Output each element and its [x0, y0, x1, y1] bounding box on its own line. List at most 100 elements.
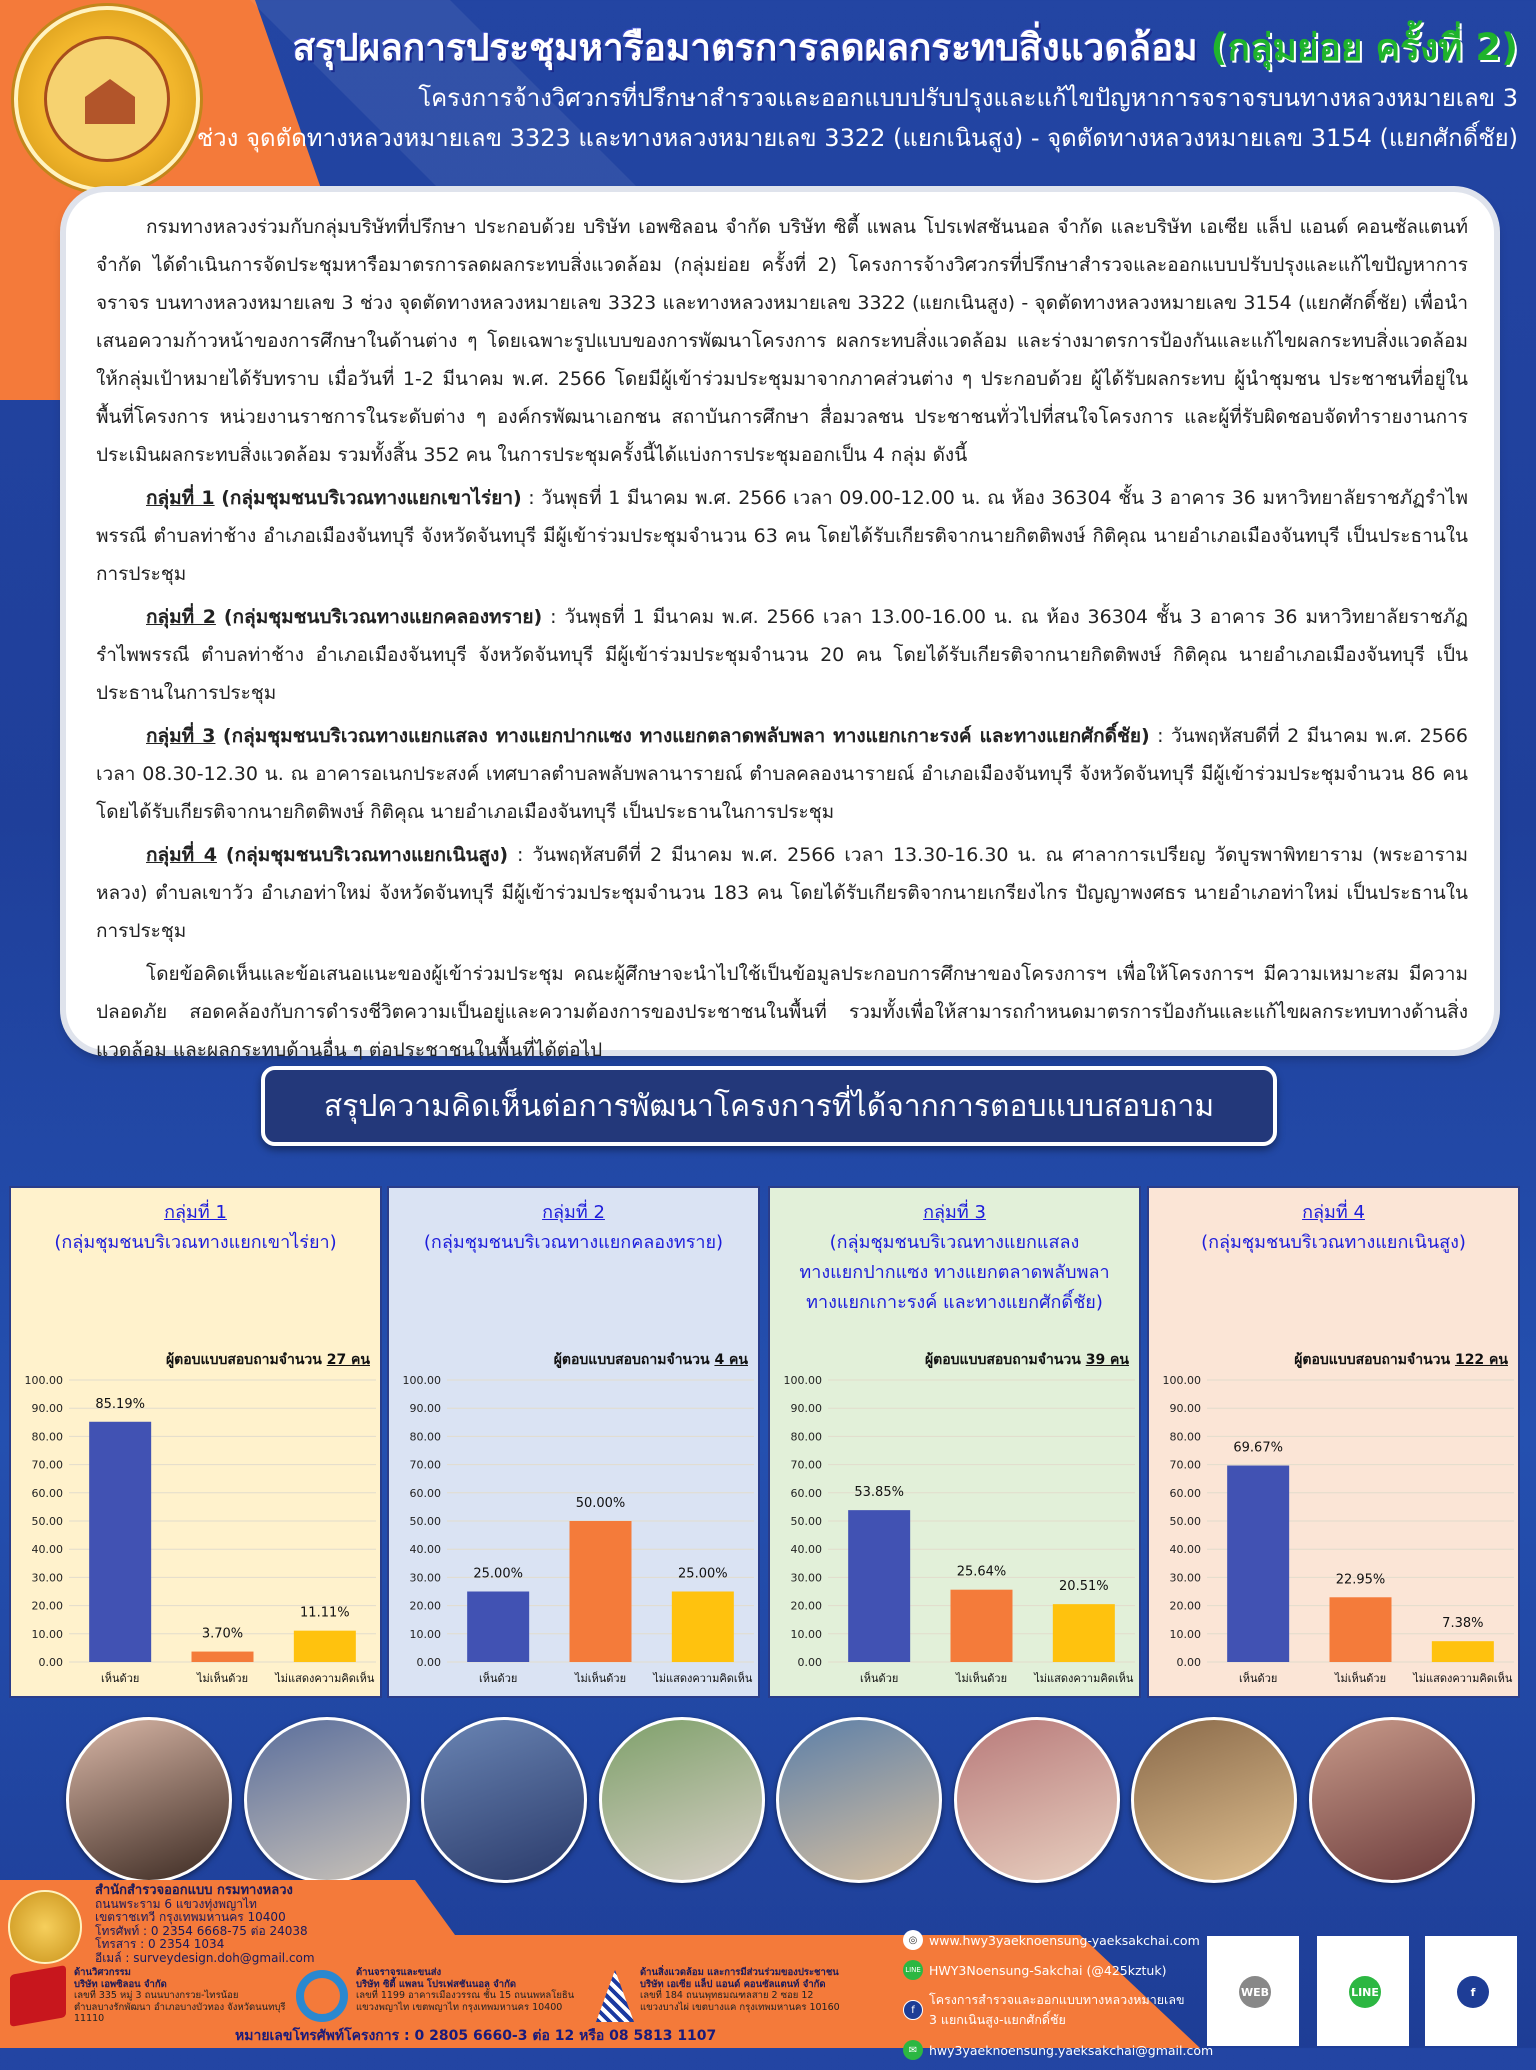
chart-header: กลุ่มที่ 4 (กลุ่มชุมชนบริเวณทางแยกเนินสูง…	[1149, 1198, 1518, 1258]
company-asia-lab: ด้านสิ่งแวดล้อม และการมีส่วนร่วมของประชา…	[640, 1967, 896, 2013]
subtitle-2: ช่วง จุดตัดทางหลวงหมายเลข 3323 และทางหลว…	[196, 124, 1518, 152]
group-name: (กลุ่มชุมชนบริเวณทางแยกเขาไร่ยา)	[221, 487, 522, 509]
group-label: กลุ่มที่ 2	[146, 606, 216, 628]
contact-line[interactable]: LINE HWY3Noensung-Sakchai (@425kztuk)	[903, 1960, 1213, 1980]
bar-3	[671, 1591, 734, 1662]
y-tick-label: 0.00	[798, 1656, 823, 1669]
group-text: : วันพุธที่ 1 มีนาคม พ.ศ. 2566 เวลา 13.0…	[96, 606, 1468, 704]
y-tick-label: 60.00	[1170, 1487, 1202, 1500]
globe-icon: ◎	[903, 1930, 923, 1950]
meeting-photo	[1308, 1717, 1475, 1883]
group-name: (กลุ่มชุมชนบริเวณทางแยกแสลง ทางแยกปากแซง…	[222, 725, 1150, 747]
contact-facebook[interactable]: f โครงการสำรวจและออกแบบทางหลวงหมายเลข 3 แ…	[903, 1990, 1213, 2030]
contact-text: โครงการสำรวจและออกแบบทางหลวงหมายเลข 3 แย…	[929, 1992, 1185, 2027]
bar-1	[89, 1421, 152, 1662]
facebook-qr-code[interactable]: f	[1425, 1936, 1517, 2046]
bar-3	[1431, 1641, 1494, 1662]
office-name: สำนักสำรวจออกแบบ กรมทางหลวง	[95, 1883, 293, 1898]
website-qr-code[interactable]: WEB	[1207, 1936, 1299, 2046]
y-tick-label: 100.00	[25, 1374, 64, 1387]
y-tick-label: 10.00	[410, 1628, 442, 1641]
chart-title: กลุ่มที่ 2	[542, 1202, 605, 1223]
company-name: บริษัท ซิตี้ แพลน โปรเฟสชันนอล จำกัด	[356, 1978, 516, 1990]
y-tick-label: 30.00	[410, 1571, 442, 1584]
y-tick-label: 100.00	[403, 1374, 442, 1387]
y-tick-label: 20.00	[32, 1600, 64, 1613]
epsilon-logo	[10, 1965, 66, 2027]
chart-panel-group-4: กลุ่มที่ 4 (กลุ่มชุมชนบริเวณทางแยกเนินสูง…	[1147, 1186, 1520, 1698]
data-label: 69.67%	[1233, 1441, 1283, 1456]
office-line: ถนนพระราม 6 แขวงทุ่งพญาไท	[95, 1896, 257, 1911]
office-address: สำนักสำรวจออกแบบ กรมทางหลวง ถนนพระราม 6 …	[95, 1884, 315, 1965]
y-tick-label: 60.00	[791, 1487, 823, 1500]
y-tick-label: 40.00	[1170, 1543, 1202, 1556]
company-address: ตำบลบางรักพัฒนา อำเภอบางบัวทอง จังหวัดนน…	[74, 2001, 286, 2025]
y-tick-label: 80.00	[410, 1430, 442, 1443]
meeting-photo	[421, 1717, 587, 1883]
chart-panel-group-3: กลุ่มที่ 3 (กลุ่มชุมชนบริเวณทางแยกแสลง ทาง…	[768, 1186, 1141, 1698]
y-tick-label: 20.00	[410, 1600, 442, 1613]
company-address: เลขที่ 335 หมู่ 3 ถนนบางกรวย-ไทรน้อย	[74, 1990, 239, 2001]
y-tick-label: 60.00	[410, 1487, 442, 1500]
bar-3	[1052, 1604, 1115, 1662]
chart-subtitle: ทางแยกเกาะรงค์ และทางแยกศักดิ์ชัย)	[806, 1292, 1103, 1313]
bar-2	[191, 1651, 254, 1662]
y-tick-label: 70.00	[32, 1459, 64, 1472]
company-address: เลขที่ 184 ถนนพุทธมณฑลสาย 2 ซอย 12	[640, 1990, 814, 2001]
y-tick-label: 80.00	[1170, 1430, 1202, 1443]
company-address: แขวงบางไผ่ เขตบางแค กรุงเทพมหานคร 10160	[640, 2001, 840, 2013]
chart-header: กลุ่มที่ 1 (กลุ่มชุมชนบริเวณทางแยกเขาไร่ย…	[11, 1198, 380, 1258]
data-label: 11.11%	[300, 1606, 350, 1621]
y-tick-label: 10.00	[1170, 1628, 1202, 1641]
company-name: บริษัท เอพซิลอน จำกัด	[74, 1978, 167, 1990]
data-label: 22.95%	[1336, 1572, 1386, 1587]
x-tick-label: เห็นด้วย	[1239, 1671, 1277, 1685]
x-tick-label: ไม่แสดงความคิดเห็น	[1412, 1671, 1513, 1685]
y-tick-label: 20.00	[791, 1600, 823, 1613]
group-1-paragraph: กลุ่มที่ 1 (กลุ่มชุมชนบริเวณทางแยกเขาไร่…	[96, 479, 1468, 593]
mail-icon: ✉	[903, 2040, 923, 2060]
office-line: เขตราชเทวี กรุงเทพมหานคร 10400	[95, 1910, 286, 1924]
bar-3	[293, 1630, 356, 1662]
y-tick-label: 40.00	[410, 1543, 442, 1556]
y-tick-label: 40.00	[791, 1543, 823, 1556]
respondent-number: 4 คน	[714, 1352, 748, 1368]
respondent-label: ผู้ตอบแบบสอบถามจำนวน	[553, 1352, 710, 1368]
data-label: 20.51%	[1059, 1579, 1109, 1594]
group-name: (กลุ่มชุมชนบริเวณทางแยกเนินสูง)	[225, 844, 509, 866]
contact-list: ◎ www.hwy3yaeknoensung-yaeksakchai.com LI…	[903, 1930, 1213, 2070]
y-tick-label: 50.00	[791, 1515, 823, 1528]
footer-doh-logo	[8, 1890, 82, 1964]
y-tick-label: 70.00	[791, 1459, 823, 1472]
y-tick-label: 50.00	[1170, 1515, 1202, 1528]
office-line: โทรศัพท์ : 0 2354 6668-75 ต่อ 24038	[95, 1923, 308, 1938]
meeting-photo	[776, 1717, 942, 1883]
y-tick-label: 40.00	[32, 1543, 64, 1556]
data-label: 53.85%	[854, 1485, 904, 1500]
x-tick-label: ไม่เห็นด้วย	[196, 1671, 248, 1685]
qr-center-label: WEB	[1239, 1976, 1271, 2008]
y-tick-label: 90.00	[32, 1402, 64, 1415]
respondent-number: 27 คน	[326, 1352, 370, 1368]
contact-email[interactable]: ✉ hwy3yaeknoensung.yaeksakchai@gmail.com	[903, 2040, 1213, 2060]
chart-subtitle: (กลุ่มชุมชนบริเวณทางแยกเนินสูง)	[1201, 1232, 1466, 1253]
y-tick-label: 70.00	[1170, 1459, 1202, 1472]
bar-chart: 0.00 10.00 20.00 30.00 40.00 50.00 60.00 70.00 8…	[784, 1374, 1135, 1685]
contact-website[interactable]: ◎ www.hwy3yaeknoensung-yaeksakchai.com	[903, 1930, 1213, 1950]
data-label: 25.00%	[678, 1567, 728, 1582]
y-tick-label: 30.00	[791, 1571, 823, 1584]
chart-subtitle: (กลุ่มชุมชนบริเวณทางแยกคลองทราย)	[423, 1232, 724, 1253]
x-tick-label: ไม่แสดงความคิดเห็น	[274, 1671, 375, 1685]
meeting-photo	[66, 1717, 232, 1883]
line-qr-code[interactable]: LINE	[1317, 1936, 1409, 2046]
y-tick-label: 0.00	[1177, 1656, 1202, 1669]
group-3-paragraph: กลุ่มที่ 3 (กลุ่มชุมชนบริเวณทางแยกแสลง ท…	[96, 717, 1468, 831]
company-role: ด้านจราจรและขนส่ง	[356, 1967, 442, 1978]
y-tick-label: 50.00	[410, 1515, 442, 1528]
y-tick-label: 80.00	[791, 1430, 823, 1443]
y-tick-label: 20.00	[1170, 1600, 1202, 1613]
y-tick-label: 100.00	[1163, 1374, 1202, 1387]
office-line: อีเมล์ : surveydesign.doh@gmail.com	[95, 1950, 315, 1965]
survey-section-title: สรุปความคิดเห็นต่อการพัฒนาโครงการที่ได้จ…	[261, 1066, 1277, 1146]
y-tick-label: 60.00	[32, 1487, 64, 1500]
